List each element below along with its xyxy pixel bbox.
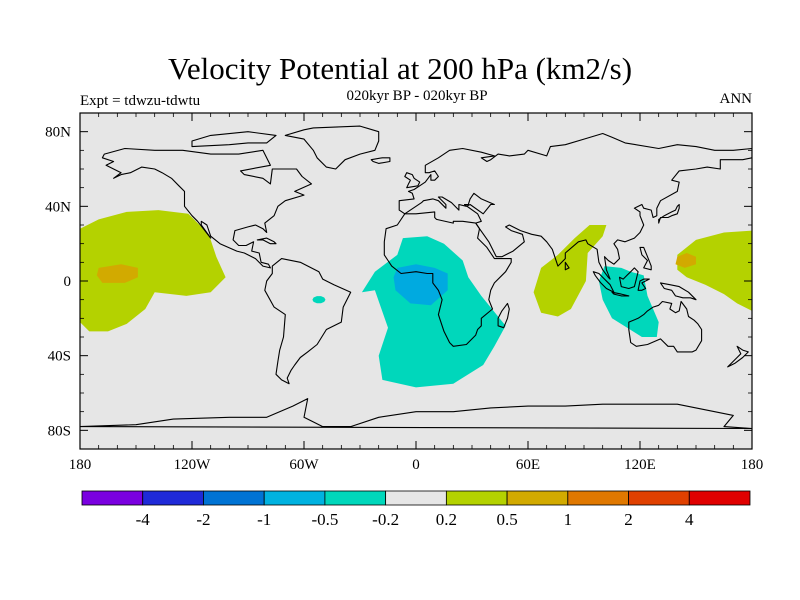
contour-central-pacific-positive bbox=[80, 210, 226, 332]
coastline-borneo bbox=[618, 267, 639, 290]
x-tick-label: 60E bbox=[516, 457, 540, 473]
colorbar-swatch bbox=[628, 490, 690, 506]
contour-central-africa-minimum bbox=[393, 264, 448, 306]
contour-west-pacific-positive bbox=[677, 230, 752, 311]
colorbar-label: 2 bbox=[624, 510, 633, 529]
colorbar-swatch bbox=[81, 490, 144, 506]
y-tick-label: 80N bbox=[45, 125, 71, 141]
colorbar-label: -1 bbox=[257, 510, 271, 529]
coastline-africa bbox=[383, 211, 512, 347]
contour-west-pacific-maximum bbox=[675, 253, 696, 268]
coastline-iceland bbox=[370, 157, 391, 164]
coastline-new-zealand bbox=[727, 345, 749, 368]
coastline-sri-lanka bbox=[564, 261, 570, 271]
coastline-new-guinea bbox=[659, 282, 697, 301]
colorbar-label: 4 bbox=[685, 510, 694, 529]
map-subtitle: 020kyr BP - 020kyr BP bbox=[346, 88, 488, 104]
y-tick-label: 40S bbox=[48, 349, 71, 365]
coastline-eurasia bbox=[398, 132, 752, 280]
colorbar-swatch bbox=[445, 490, 508, 506]
coastline-greenland bbox=[284, 125, 380, 170]
coastline-philippines bbox=[639, 246, 652, 271]
map-title: Velocity Potential at 200 hPa (km2/s) bbox=[167, 51, 633, 86]
x-tick-label: 60W bbox=[289, 457, 319, 473]
colorbar-swatch bbox=[203, 490, 265, 506]
coastlines bbox=[80, 125, 752, 430]
colorbar-label: 1 bbox=[564, 510, 573, 529]
colorbar-swatch bbox=[142, 490, 204, 506]
coastline-antarctica bbox=[80, 398, 752, 430]
colorbar-label: -0.2 bbox=[372, 510, 399, 529]
y-tick-label: 40N bbox=[45, 199, 71, 215]
coastline-cuba bbox=[256, 237, 277, 245]
colorbar-swatch bbox=[263, 490, 326, 506]
coastline-madagascar bbox=[497, 302, 510, 329]
coastline-britain bbox=[404, 172, 421, 189]
colorbar-label: -0.5 bbox=[311, 510, 338, 529]
colorbar-label: 0.2 bbox=[436, 510, 457, 529]
x-tick-label: 0 bbox=[412, 457, 420, 473]
colorbar-swatch bbox=[385, 490, 447, 506]
coastline-australia bbox=[628, 300, 703, 353]
contour-indian-ocean-positive bbox=[533, 225, 607, 317]
map-frame: 180 120W 60W 0 60E 120E 180 80N 40N 0 40S 80S bbox=[45, 112, 764, 473]
y-tick-label: 0 bbox=[64, 274, 72, 290]
colorbar-swatch bbox=[567, 490, 629, 506]
colorbar-swatch bbox=[506, 490, 569, 506]
coastline-japan bbox=[658, 203, 680, 224]
contour-small-negative-brazil bbox=[312, 296, 326, 304]
coastline-south-america bbox=[264, 258, 352, 385]
colorbar-label: -4 bbox=[136, 510, 151, 529]
colorbar: -4 -2 -1 -0.5 -0.2 0.2 0.5 1 2 4 bbox=[81, 490, 751, 529]
colorbar-swatch bbox=[688, 490, 751, 506]
season-label: ANN bbox=[719, 91, 753, 107]
contour-fills bbox=[80, 210, 752, 388]
x-tick-label: 120E bbox=[624, 457, 656, 473]
x-tick-label: 180 bbox=[69, 457, 92, 473]
x-tick-label: 180 bbox=[741, 457, 764, 473]
coastline-arctic-islands bbox=[191, 131, 277, 148]
contour-maritime-continent-negative bbox=[598, 266, 659, 337]
coastline-sulawesi bbox=[637, 278, 650, 291]
experiment-label: Expt = tdwzu-tdwtu bbox=[80, 93, 201, 109]
colorbar-label: -2 bbox=[196, 510, 210, 529]
x-tick-label: 120W bbox=[174, 457, 212, 473]
contour-central-pacific-maximum bbox=[96, 264, 138, 283]
coastline-java bbox=[611, 291, 630, 297]
coastline-north-america bbox=[101, 147, 313, 269]
colorbar-label: 0.5 bbox=[496, 510, 517, 529]
colorbar-swatch bbox=[324, 490, 387, 506]
y-tick-label: 80S bbox=[48, 423, 71, 439]
